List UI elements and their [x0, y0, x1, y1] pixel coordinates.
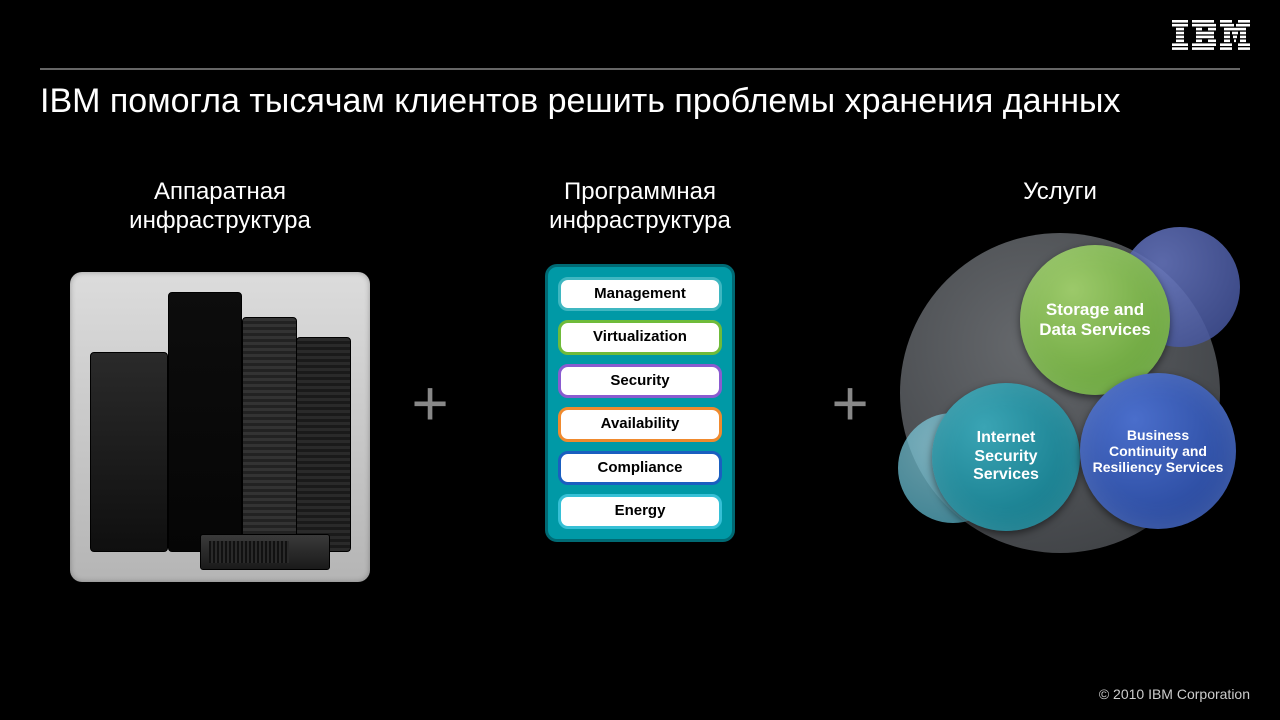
service-circle-resiliency: Business Continuity and Resiliency Servi…	[1080, 373, 1236, 529]
plus-icon: +	[400, 238, 460, 568]
slide: IBM помогла тысячам клиентов решить проб…	[0, 0, 1280, 720]
server-rack-icon	[242, 317, 297, 552]
server-rack-icon	[296, 337, 351, 552]
services-diagram: Storage and Data Services Internet Secur…	[880, 233, 1240, 563]
software-item: Virtualization	[558, 320, 722, 355]
column-hardware: Аппаратная инфраструктура	[40, 178, 400, 582]
header-divider	[40, 68, 1240, 70]
services-heading: Услуги	[880, 178, 1240, 207]
columns: Аппаратная инфраструктура + Программная …	[40, 178, 1240, 598]
ibm-logo	[1172, 20, 1250, 55]
software-item: Management	[558, 277, 722, 312]
hardware-heading-line1: Аппаратная	[154, 178, 286, 205]
software-list: Management Virtualization Security Avail…	[545, 264, 735, 542]
software-heading-line2: инфраструктура	[549, 207, 731, 234]
copyright-footer: © 2010 IBM Corporation	[1099, 686, 1250, 702]
slide-title: IBM помогла тысячам клиентов решить проб…	[40, 82, 1140, 121]
hardware-illustration	[70, 272, 370, 582]
service-circle-security: Internet Security Services	[932, 383, 1080, 531]
plus-icon: +	[820, 238, 880, 568]
server-rack-icon	[90, 352, 168, 552]
software-heading: Программная инфраструктура	[460, 178, 820, 236]
software-item: Energy	[558, 494, 722, 529]
software-heading-line1: Программная	[564, 178, 716, 205]
column-software: Программная инфраструктура Management Vi…	[460, 178, 820, 542]
server-rack-icon	[168, 292, 242, 552]
software-item: Security	[558, 364, 722, 399]
hardware-heading: Аппаратная инфраструктура	[40, 178, 400, 236]
hardware-heading-line2: инфраструктура	[129, 207, 311, 234]
software-item: Compliance	[558, 451, 722, 486]
service-circle-storage: Storage and Data Services	[1020, 245, 1170, 395]
software-item: Availability	[558, 407, 722, 442]
server-unit-icon	[200, 534, 330, 570]
column-services: Услуги Storage and Data Services Interne…	[880, 178, 1240, 563]
header	[0, 0, 1280, 70]
